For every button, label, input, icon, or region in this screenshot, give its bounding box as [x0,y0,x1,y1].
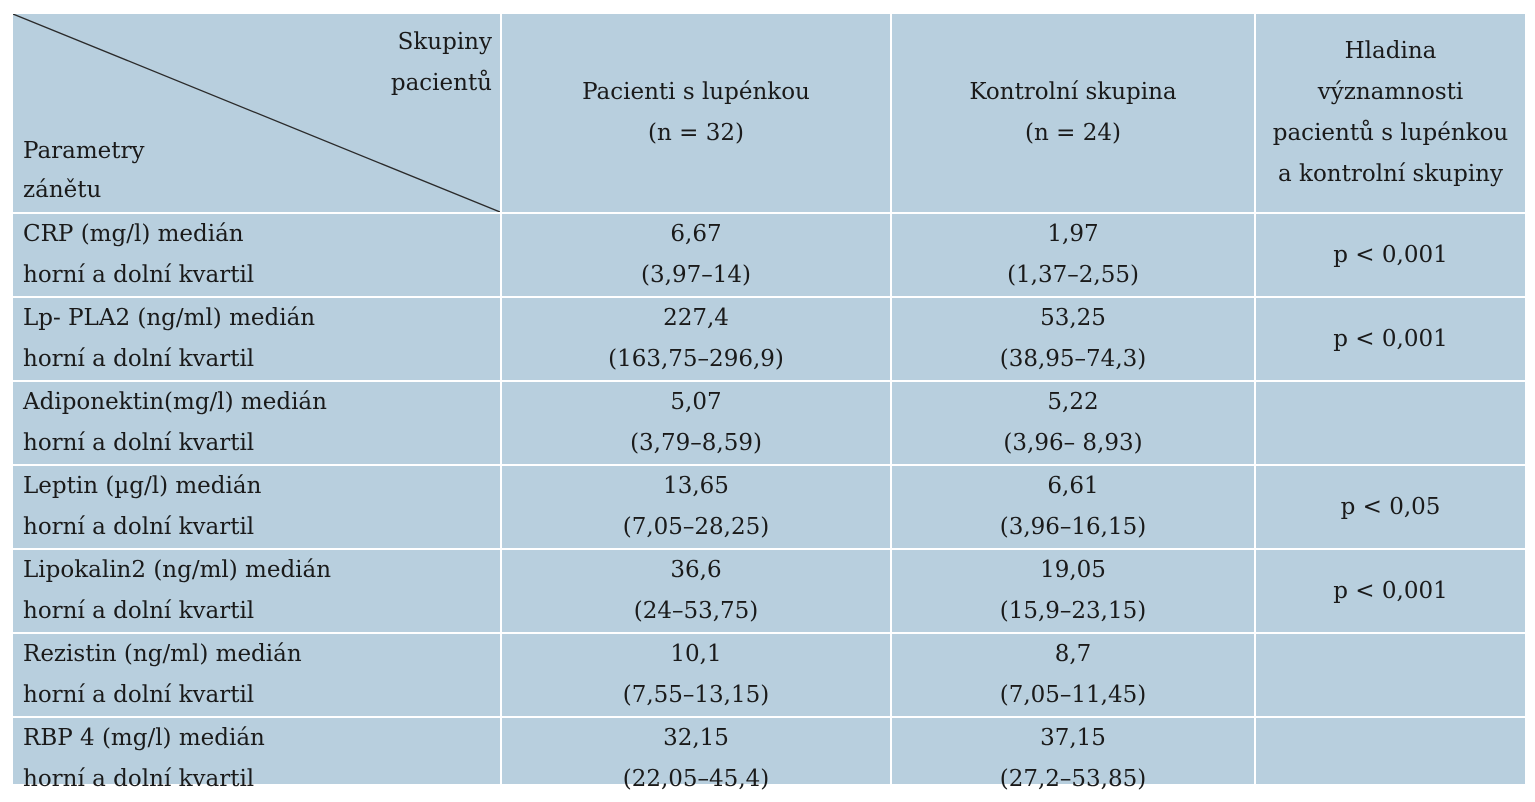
corner-parameters-label: Parametry zánětu [23,138,145,203]
significance-cell: p < 0,001 [1254,548,1527,634]
control-value-cell: 6,61 (3,96–16,15) [890,464,1256,550]
psoriasis-value-cell: 10,1 (7,55–13,15) [500,632,892,718]
column-header-control: Kontrolní skupina (n = 24) [890,12,1256,214]
significance-cell: p < 0,05 [1254,464,1527,550]
parameter-cell: Lp- PLA2 (ng/ml) medián horní a dolní kv… [11,296,502,382]
psoriasis-value-cell: 13,65 (7,05–28,25) [500,464,892,550]
parameter-cell: CRP (mg/l) medián horní a dolní kvartil [11,212,502,298]
column-header-psoriasis: Pacienti s lupénkou (n = 32) [500,12,892,214]
psoriasis-value-cell: 5,07 (3,79–8,59) [500,380,892,466]
table-row: Rezistin (ng/ml) medián horní a dolní kv… [11,632,1527,718]
inflammation-parameters-table: Skupiny pacientů Parametry zánětu Pacien… [11,12,1527,802]
table-row: RBP 4 (mg/l) medián horní a dolní kvarti… [11,716,1527,802]
table-row: Adiponektin(mg/l) medián horní a dolní k… [11,380,1527,466]
parameter-cell: RBP 4 (mg/l) medián horní a dolní kvarti… [11,716,502,802]
significance-cell [1254,716,1527,802]
corner-groups-label: Skupiny pacientů [390,29,492,96]
header-row: Skupiny pacientů Parametry zánětu Pacien… [11,12,1527,214]
table-row: Lp- PLA2 (ng/ml) medián horní a dolní kv… [11,296,1527,382]
control-value-cell: 8,7 (7,05–11,45) [890,632,1256,718]
table-row: Leptin (µg/l) medián horní a dolní kvart… [11,464,1527,550]
control-value-cell: 53,25 (38,95–74,3) [890,296,1256,382]
column-header-significance: Hladina významnosti pacientů s lupénkou … [1254,12,1527,214]
psoriasis-value-cell: 6,67 (3,97–14) [500,212,892,298]
control-value-cell: 37,15 (27,2–53,85) [890,716,1256,802]
control-value-cell: 19,05 (15,9–23,15) [890,548,1256,634]
parameter-cell: Adiponektin(mg/l) medián horní a dolní k… [11,380,502,466]
control-value-cell: 1,97 (1,37–2,55) [890,212,1256,298]
parameter-cell: Leptin (µg/l) medián horní a dolní kvart… [11,464,502,550]
significance-cell [1254,380,1527,466]
corner-header-cell: Skupiny pacientů Parametry zánětu [11,12,502,214]
psoriasis-value-cell: 227,4 (163,75–296,9) [500,296,892,382]
parameter-cell: Rezistin (ng/ml) medián horní a dolní kv… [11,632,502,718]
data-table-container: Skupiny pacientů Parametry zánětu Pacien… [11,12,1527,802]
table-row: Lipokalin2 (ng/ml) medián horní a dolní … [11,548,1527,634]
parameter-cell: Lipokalin2 (ng/ml) medián horní a dolní … [11,548,502,634]
table-row: CRP (mg/l) medián horní a dolní kvartil … [11,212,1527,298]
diagonal-divider [13,14,500,212]
psoriasis-value-cell: 36,6 (24–53,75) [500,548,892,634]
psoriasis-value-cell: 32,15 (22,05–45,4) [500,716,892,802]
control-value-cell: 5,22 (3,96– 8,93) [890,380,1256,466]
significance-cell: p < 0,001 [1254,296,1527,382]
significance-cell: p < 0,001 [1254,212,1527,298]
significance-cell [1254,632,1527,718]
